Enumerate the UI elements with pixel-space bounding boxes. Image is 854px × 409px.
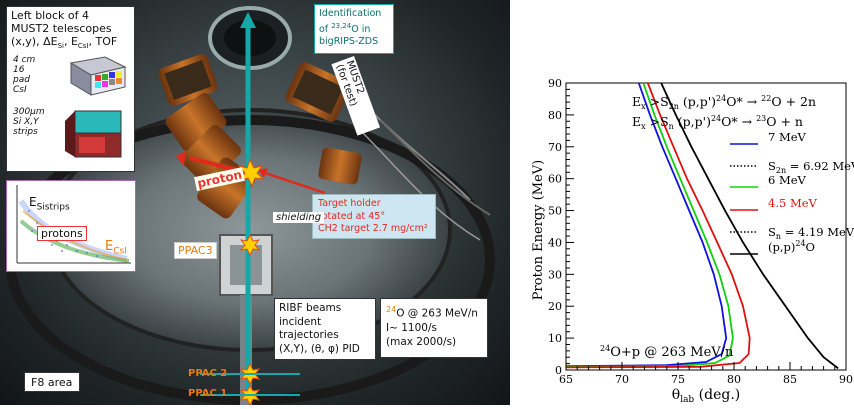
f8-area-box: F8 area: [24, 372, 80, 392]
target-holder-box: Target holder rotated at 45° CH2 target …: [312, 194, 436, 239]
beam-text: 24O @ 263 MeV/n I~ 1100/s (max 2000/s): [386, 305, 478, 348]
must2-title-line-1: Left block of 4: [11, 9, 89, 22]
esi-strips-label: ESistrips: [29, 195, 70, 213]
y-tick-label: 10: [548, 332, 562, 345]
y-tick-label: 20: [548, 300, 562, 313]
y-tick-label: 40: [548, 236, 562, 249]
series-curve-0: [565, 82, 728, 368]
legend-entry-3: 4.5 MeV: [730, 196, 818, 211]
must2-telescope-3: [180, 124, 242, 186]
y-tick-label: 50: [548, 205, 562, 218]
annotation-n: Ex >Sn (p,p')24O* → 23O + n: [632, 114, 803, 131]
chart-panel: 65 70 75 80 85 90 0 10 20 30 40 50 60 70 80 90 7 MeV S2n…: [520, 0, 854, 405]
legend-entry-2: 6 MeV: [730, 173, 807, 188]
must2-title-line-3: (x,y), ΔESi, ECsI, TOF: [11, 35, 118, 51]
legend-entry-1: S2n = 6.92 MeV: [730, 159, 854, 175]
legend-label: (p,p)24O: [768, 239, 815, 254]
target-star: [237, 158, 265, 188]
identification-box: Identification of 23,24O in bigRIPS-ZDS: [314, 4, 394, 54]
x-tick-label: 90: [839, 373, 853, 386]
must2-telescope-test: [285, 62, 351, 122]
csi-pad-graphic: [69, 56, 127, 96]
y-tick-label: 80: [548, 109, 562, 122]
ppac1-label: PPAC 1: [188, 388, 228, 399]
x-tick-label: 80: [727, 373, 741, 386]
legend-label: Sn = 4.19 MeV: [768, 225, 854, 241]
legend-label: 6 MeV: [768, 173, 807, 187]
series-curve-1: [565, 82, 734, 368]
legend-label: 7 MeV: [768, 130, 807, 144]
csi-label: 4 cm 16 pad CsI: [13, 55, 36, 95]
must2-block-title: Left block of 4 MUST2 telescopes (x,y), …: [11, 9, 117, 53]
y-tick-label: 30: [548, 268, 562, 281]
identification-text: Identification of 23,24O in bigRIPS-ZDS: [319, 8, 382, 48]
y-tick-label: 60: [548, 173, 562, 186]
y-tick-label: 70: [548, 141, 562, 154]
ppac3-label: PPAC3: [174, 242, 217, 259]
beam-box: 24O @ 263 MeV/n I~ 1100/s (max 2000/s): [380, 298, 488, 358]
must2-telescope-2: [165, 93, 227, 151]
legend-entry-0: 7 MeV: [730, 130, 807, 145]
experiment-photo: Left block of 4 MUST2 telescopes (x,y), …: [0, 0, 510, 405]
ribf-box: RIBF beams incident trajectories (X,Y), …: [274, 298, 376, 360]
ppac3-star: [239, 233, 261, 257]
y-axis-label: Proton Energy (MeV): [531, 160, 546, 300]
kinematics-chart: 65 70 75 80 85 90 0 10 20 30 40 50 60 70 80 90 7 MeV S2n…: [520, 0, 854, 405]
f8-area-label: F8 area: [31, 376, 73, 389]
must2-block-box: Left block of 4 MUST2 telescopes (x,y), …: [6, 6, 135, 172]
ribf-text: RIBF beams incident trajectories (X,Y), …: [279, 302, 360, 355]
ecsi-label: ECsI: [105, 239, 127, 257]
ppac2-label: PPAC 2: [188, 368, 228, 379]
protons-label: protons: [37, 226, 87, 241]
legend-entry-5: (p,p)24O: [730, 239, 815, 255]
y-tick-label: 0: [555, 364, 562, 377]
legend-label: S2n = 6.92 MeV: [768, 159, 854, 175]
setup-drawing: [5, 6, 495, 405]
legend-label: 4.5 MeV: [768, 196, 818, 210]
x-tick-label: 65: [559, 373, 573, 386]
must2-title-line-2: MUST2 telescopes: [11, 22, 112, 35]
plot-area: [565, 82, 847, 371]
x-tick-label: 70: [615, 373, 629, 386]
inset-histogram: ESistrips protons ECsI: [6, 180, 136, 272]
y-tick-label: 90: [548, 77, 562, 90]
si-strips-graphic: [65, 110, 122, 158]
legend-entry-4: Sn = 4.19 MeV: [730, 225, 854, 241]
x-axis-label: θlab (deg.): [672, 387, 741, 405]
x-tick-label: 75: [671, 373, 685, 386]
annotation-2n: Ex >S2n (p,p')24O* → 22O + 2n: [632, 94, 816, 111]
series-curve-3: [660, 82, 839, 370]
si-strips-label: 300μm Si X,Y strips: [13, 107, 45, 137]
shielding-label: shielding: [273, 212, 325, 223]
x-tick-label: 85: [783, 373, 797, 386]
series-curve-2: [565, 82, 751, 369]
must2-telescope-1: [158, 54, 218, 106]
reaction-label: 24O+p @ 263 MeV/n: [600, 344, 734, 360]
target-holder-text: Target holder rotated at 45° CH2 target …: [318, 198, 428, 234]
